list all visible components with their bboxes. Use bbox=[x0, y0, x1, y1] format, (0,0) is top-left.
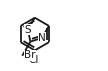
Text: N: N bbox=[38, 33, 46, 43]
Text: Br: Br bbox=[24, 50, 36, 60]
Text: S: S bbox=[25, 25, 31, 35]
Text: Cl: Cl bbox=[29, 55, 39, 65]
